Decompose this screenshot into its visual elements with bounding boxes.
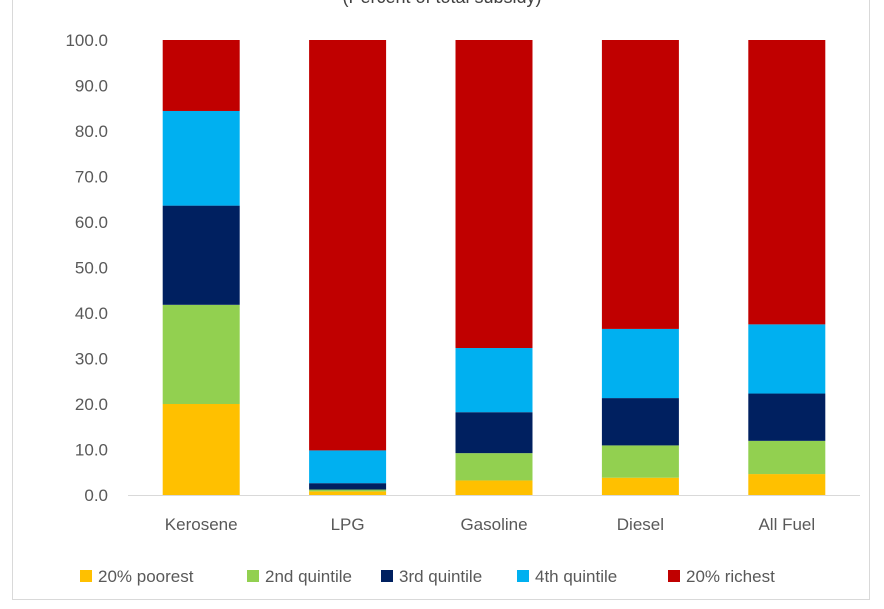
legend-label: 3rd quintile xyxy=(399,567,482,586)
legend: 20% poorest 2nd quintile 3rd quintile 4th q… xyxy=(80,567,775,586)
y-tick-label: 60.0 xyxy=(75,213,108,232)
chart-area xyxy=(12,0,870,600)
legend-label: 20% richest xyxy=(686,567,775,586)
y-tick-label: 90.0 xyxy=(75,77,108,96)
legend-label: 20% poorest xyxy=(98,567,194,586)
y-tick-label: 10.0 xyxy=(75,441,108,460)
x-tick-label: LPG xyxy=(331,515,365,534)
bar-segment-20-poorest-all-fuel xyxy=(748,474,826,495)
bar-segment-3rd-quintile-lpg xyxy=(309,483,387,490)
bar-segment-20-poorest-lpg xyxy=(309,491,387,495)
legend-swatch xyxy=(80,570,92,582)
bar-segment-4th-quintile-diesel xyxy=(601,328,679,399)
x-axis: Kerosene LPG Gasoline Diesel All Fuel xyxy=(165,515,815,534)
bar-segment-20-richest-gasoline xyxy=(455,40,533,349)
chart-subtitle: (Percent of total subsidy) xyxy=(0,0,884,8)
y-tick-label: 30.0 xyxy=(75,350,108,369)
y-tick-label: 70.0 xyxy=(75,168,108,187)
bar-segment-4th-quintile-all-fuel xyxy=(748,324,826,394)
y-tick-label: 0.0 xyxy=(84,486,108,505)
x-tick-label: All Fuel xyxy=(758,515,815,534)
y-tick-label: 50.0 xyxy=(75,259,108,278)
y-axis: 0.0 10.0 20.0 30.0 40.0 50.0 60.0 70.0 80.0 90.0 1… xyxy=(65,31,860,505)
x-tick-label: Kerosene xyxy=(165,515,238,534)
bar-segment-3rd-quintile-diesel xyxy=(601,398,679,446)
bar-segment-2nd-quintile-all-fuel xyxy=(748,440,826,475)
bar-segment-2nd-quintile-gasoline xyxy=(455,453,533,481)
bar-segment-20-richest-all-fuel xyxy=(748,40,826,325)
legend-swatch xyxy=(381,570,393,582)
bar-segment-3rd-quintile-kerosene xyxy=(162,205,240,305)
bars xyxy=(162,40,826,495)
legend-swatch xyxy=(247,570,259,582)
bar-segment-20-richest-diesel xyxy=(601,40,679,329)
legend-label: 4th quintile xyxy=(535,567,617,586)
bar-segment-4th-quintile-kerosene xyxy=(162,110,240,206)
y-tick-label: 40.0 xyxy=(75,304,108,323)
bar-segment-4th-quintile-gasoline xyxy=(455,348,533,413)
legend-label: 2nd quintile xyxy=(265,567,352,586)
bar-segment-3rd-quintile-gasoline xyxy=(455,412,533,454)
bar-segment-3rd-quintile-all-fuel xyxy=(748,393,826,441)
bar-segment-2nd-quintile-diesel xyxy=(601,445,679,478)
bar-segment-2nd-quintile-kerosene xyxy=(162,304,240,404)
y-tick-label: 20.0 xyxy=(75,395,108,414)
legend-swatch xyxy=(668,570,680,582)
x-tick-label: Gasoline xyxy=(460,515,527,534)
bar-segment-20-richest-kerosene xyxy=(162,40,240,111)
bar-segment-20-richest-lpg xyxy=(309,40,387,451)
bar-segment-20-poorest-kerosene xyxy=(162,404,240,495)
bar-segment-20-poorest-diesel xyxy=(601,477,679,495)
y-tick-label: 100.0 xyxy=(65,31,108,50)
bar-segment-4th-quintile-lpg xyxy=(309,450,387,484)
bar-segment-2nd-quintile-lpg xyxy=(309,489,387,492)
y-tick-label: 80.0 xyxy=(75,122,108,141)
x-tick-label: Diesel xyxy=(617,515,664,534)
bar-segment-20-poorest-gasoline xyxy=(455,480,533,495)
legend-swatch xyxy=(517,570,529,582)
